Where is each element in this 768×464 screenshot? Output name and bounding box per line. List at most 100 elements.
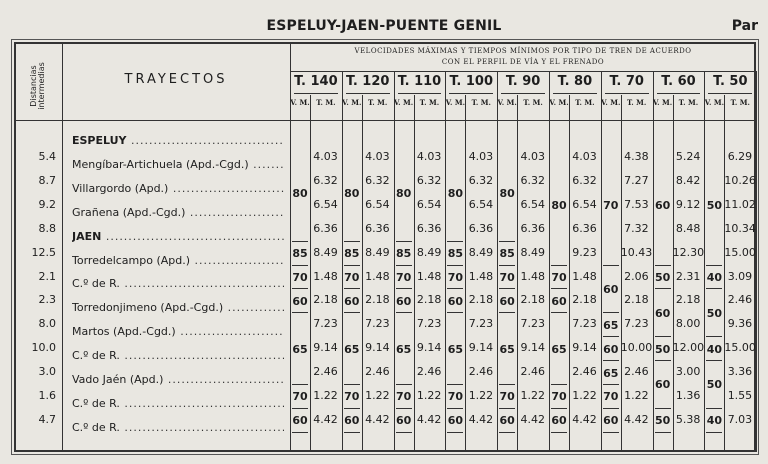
divider (447, 407, 464, 409)
max-speed-value: 65 (603, 318, 619, 332)
station-name: Martos (Apd.-Cgd.) (72, 325, 176, 339)
distance-value: 3.0 (38, 365, 57, 379)
distance-value: 4.7 (38, 412, 57, 426)
vm-subheader: V. M. (497, 98, 517, 107)
min-time-value: 4.42 (572, 412, 597, 426)
max-speed-value: 70 (395, 270, 412, 284)
divider (706, 288, 723, 290)
min-time-value: 4.42 (313, 412, 338, 426)
station-name: Torredelcampo (Apd.) (72, 253, 191, 267)
divider (292, 384, 308, 385)
divider (652, 71, 654, 452)
min-time-value: 2.46 (365, 365, 390, 379)
min-time-value: 7.23 (624, 317, 649, 331)
min-time-value: 1.22 (572, 389, 597, 402)
station-name: Grañena (Apd.-Cgd.) (72, 205, 186, 219)
min-time-value: 12.00 (672, 341, 705, 355)
divider (549, 71, 550, 452)
divider (395, 288, 412, 290)
max-speed-value: 60 (654, 199, 671, 213)
leader-dots: ........................................… (124, 277, 284, 291)
max-speed-value: 80 (499, 187, 515, 201)
train-type-header: T. 100 (449, 74, 494, 89)
tm-subheader: T. M. (471, 98, 491, 107)
min-time-value: 8.48 (675, 221, 701, 235)
max-speed-value: 85 (499, 247, 515, 261)
distance-value: 8.0 (38, 317, 57, 331)
train-type-header: T. 140 (294, 74, 338, 89)
min-time-value: 4.03 (416, 150, 442, 163)
max-speed-value: 60 (395, 294, 412, 308)
divider (413, 95, 415, 452)
divider (517, 95, 519, 452)
distance-value: 8.7 (38, 173, 57, 187)
divider (551, 264, 567, 266)
max-speed-value: 60 (499, 414, 515, 428)
divider (602, 336, 619, 338)
station-row: Grañena (Apd.-Cgd.) ....................… (72, 206, 284, 219)
max-speed-value: 70 (551, 390, 567, 404)
min-time-value: 2.31 (675, 269, 701, 283)
min-time-value: 2.18 (572, 293, 597, 307)
max-speed-value: 85 (344, 247, 360, 261)
divider (499, 288, 516, 290)
min-time-value: 2.18 (365, 293, 390, 307)
max-speed-value: 70 (603, 390, 619, 404)
min-time-value: 1.36 (675, 389, 701, 402)
max-speed-value: 70 (447, 270, 464, 284)
max-speed-value: 40 (706, 342, 723, 356)
divider (341, 71, 343, 452)
max-speed-value: 80 (551, 199, 567, 213)
min-time-value: 4.42 (468, 412, 494, 426)
leader-dots: ........................................… (124, 396, 284, 410)
min-time-value: 6.36 (416, 221, 442, 235)
min-time-value: 1.22 (313, 389, 338, 402)
min-time-value: 3.09 (727, 269, 753, 283)
distance-value: 12.5 (31, 245, 57, 259)
min-time-value: 2.18 (468, 293, 494, 307)
min-time-value: 6.54 (572, 197, 597, 211)
divider (724, 95, 726, 452)
station-row: Torredelcampo (Apd.) ...................… (72, 254, 284, 267)
max-speed-value: 40 (706, 414, 723, 428)
divider (292, 431, 308, 433)
leader-dots: ........................................… (124, 349, 284, 363)
max-speed-value: 80 (395, 187, 412, 201)
min-time-value: 10.00 (620, 341, 653, 355)
divider (654, 288, 671, 290)
divider (602, 431, 619, 433)
min-time-value: 9.23 (572, 245, 597, 259)
max-speed-value: 60 (603, 282, 619, 296)
min-time-value: 1.48 (468, 269, 494, 283)
divider (602, 407, 619, 409)
max-speed-value: 65 (292, 342, 308, 356)
tm-subheader: T. M. (730, 98, 750, 107)
min-time-value: 2.46 (572, 365, 597, 379)
min-time-value: 2.46 (624, 365, 649, 379)
divider (292, 264, 308, 266)
max-speed-value: 70 (292, 270, 308, 284)
divider (551, 312, 567, 314)
divider (706, 264, 723, 266)
max-speed-value: 70 (499, 270, 515, 284)
divider (499, 431, 516, 433)
min-time-value: 6.32 (365, 173, 390, 187)
divider (654, 431, 671, 433)
divider (62, 42, 63, 452)
max-speed-value: 60 (292, 294, 308, 308)
divider (343, 312, 360, 314)
tm-subheader: T. M. (523, 98, 543, 107)
min-time-value: 9.14 (313, 341, 338, 355)
max-speed-value: 70 (344, 390, 360, 404)
station-name: JAEN (72, 229, 102, 243)
leader-dots: ........................................… (194, 253, 284, 267)
station-row: Villargordo (Apd.) .....................… (72, 182, 284, 195)
divider (654, 336, 671, 338)
train-type-header: T. 50 (713, 74, 748, 89)
vm-subheader: V. M. (652, 98, 673, 107)
station-row: Vado Jaén (Apd.) .......................… (72, 373, 284, 386)
min-time-value: 7.23 (468, 317, 494, 331)
page-title: ESPELUY-JAEN-PUENTE GENIL (266, 18, 502, 34)
route-column-header: TRAYECTOS (124, 72, 228, 87)
divider (395, 264, 412, 266)
